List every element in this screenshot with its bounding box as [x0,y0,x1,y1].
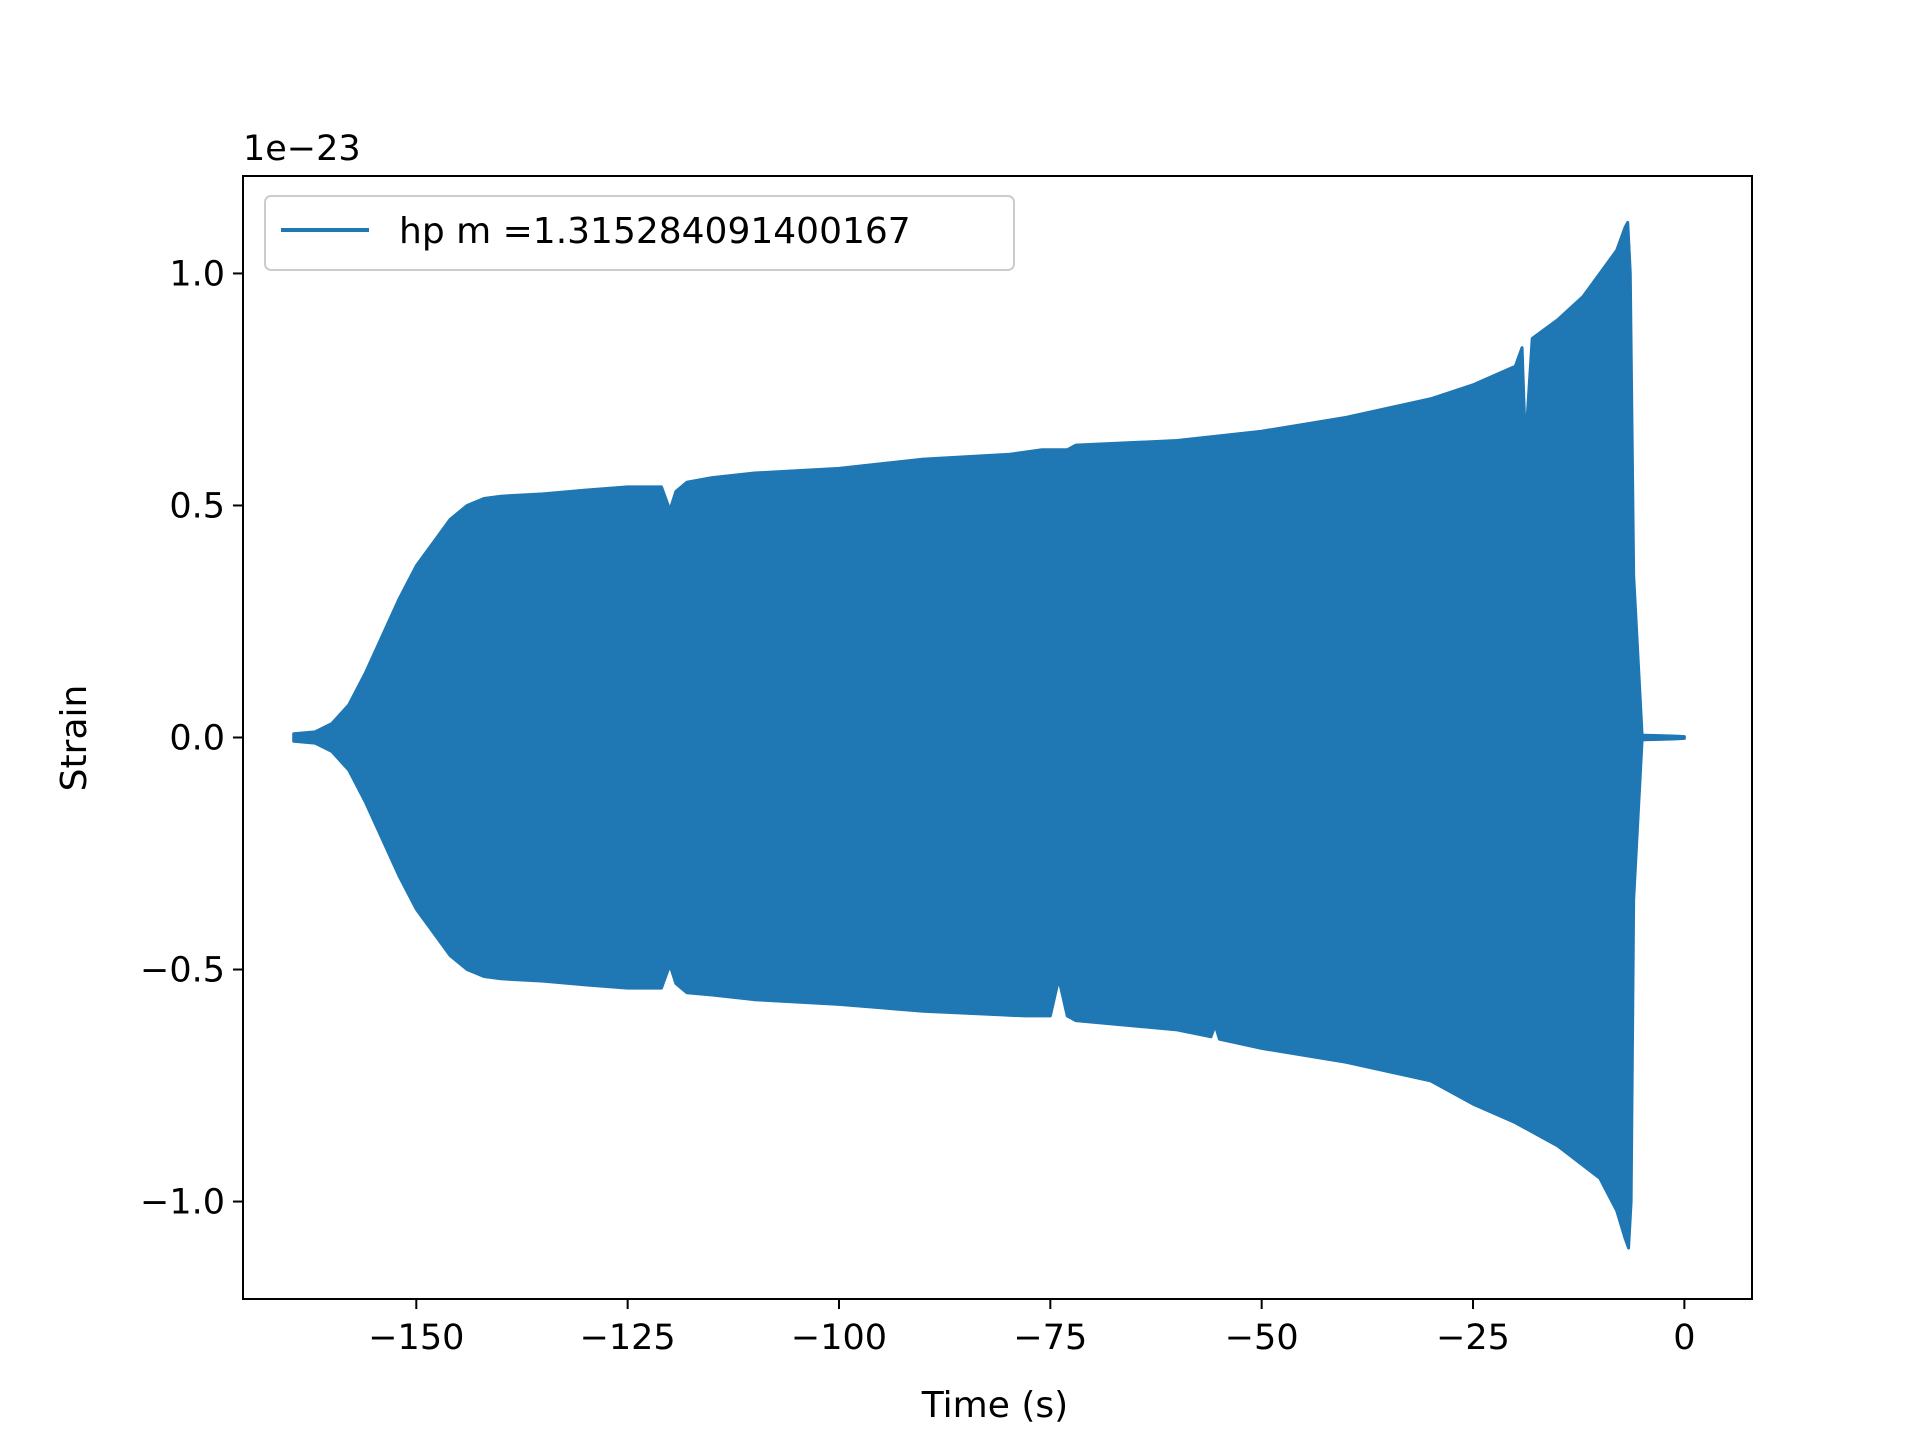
x-tick-label: −125 [580,1318,676,1358]
y-tick-label: −1.0 [140,1183,225,1223]
y-tick-label: 1.0 [169,254,225,294]
x-tick-label: −50 [1225,1318,1299,1358]
series-0-waveform [292,220,1686,1250]
y-tick-label: 0.0 [169,719,225,759]
series-layer [292,220,1686,1250]
legend-box [264,195,1015,271]
x-axis-ticks: −150 −125 −100 −75 −50 −25 0 [368,1299,1696,1358]
legend-entry-label: hp m =1.315284091400167 [399,211,911,252]
y-tick-label: 0.5 [169,486,225,526]
x-tick-label: −75 [1013,1318,1087,1358]
x-tick-label: 0 [1673,1318,1695,1358]
x-axis-label: Time (s) [921,1385,1068,1426]
x-tick-label: −25 [1436,1318,1510,1358]
y-axis-label: Strain [54,685,95,792]
x-tick-label: −150 [368,1318,464,1358]
y-axis-ticks: −1.0 −0.5 0.0 0.5 1.0 [140,254,243,1223]
legend: hp m =1.315284091400167 [264,195,1015,271]
x-tick-label: −100 [791,1318,887,1358]
y-tick-label: −0.5 [140,951,225,991]
y-offset-label: 1e−23 [243,129,361,169]
